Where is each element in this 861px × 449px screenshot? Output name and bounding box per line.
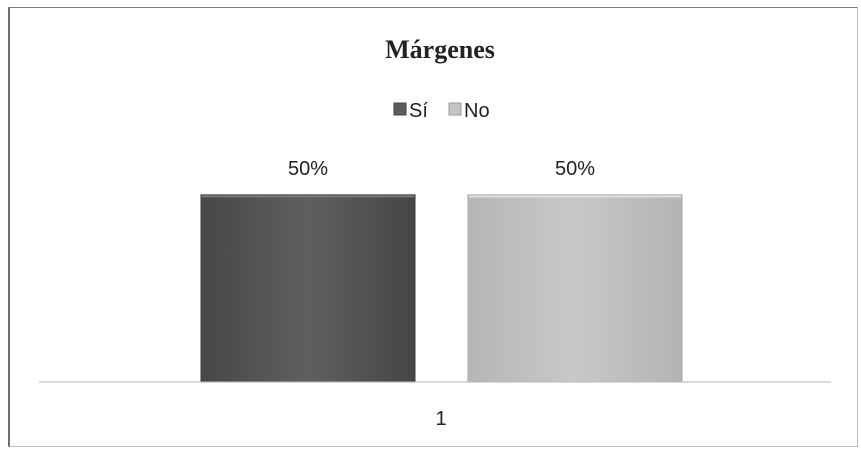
legend-label-no: No — [464, 100, 490, 122]
legend-swatch-no — [448, 102, 462, 116]
legend-swatch-si — [393, 102, 407, 116]
legend: Sí No — [393, 100, 490, 122]
chart-title: Márgenes — [385, 35, 495, 64]
data-label-si: 50% — [288, 158, 328, 180]
chart-frame — [8, 7, 858, 447]
data-label-no: 50% — [555, 158, 595, 180]
bars-group — [200, 194, 683, 383]
bar-si — [200, 194, 416, 383]
x-tick-label: 1 — [435, 408, 446, 430]
bar-no — [467, 194, 683, 383]
legend-label-si: Sí — [409, 100, 428, 122]
data-labels-group: 50% 50% — [288, 158, 595, 180]
